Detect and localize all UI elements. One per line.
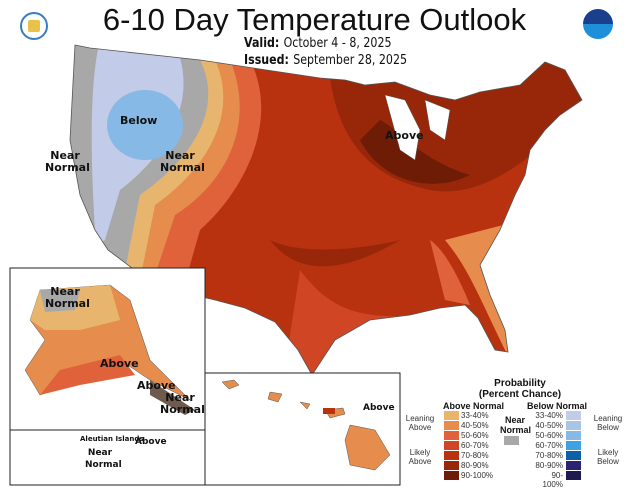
below-swatch (566, 451, 581, 460)
below-swatch (566, 421, 581, 430)
above-range: 90-100% (461, 471, 494, 480)
below-swatch (566, 431, 581, 440)
above-range: 40-50% (461, 421, 489, 430)
label-aleutian-near-normal: Near Normal (85, 448, 122, 470)
above-swatch (444, 451, 459, 460)
label-ak-near-normal-2: Near Normal (160, 391, 205, 416)
below-swatch (566, 471, 581, 480)
above-swatch (444, 471, 459, 480)
hawaii-islands (221, 379, 391, 471)
page-title: 6-10 Day Temperature Outlook (102, 2, 527, 37)
below-range: 60-70% (535, 441, 563, 450)
above-swatch (444, 461, 459, 470)
above-range: 50-60% (461, 431, 489, 440)
above-range: 33-40% (461, 411, 489, 420)
label-aleutian-above: Above (135, 437, 167, 447)
valid-dates: Valid: October 4 - 8, 2025 (244, 36, 392, 51)
above-range: 60-70% (461, 441, 489, 450)
label-below: Below (120, 114, 158, 127)
above-range: 70-80% (461, 451, 489, 460)
label-near-normal-mid: Near Normal (160, 149, 205, 174)
label-aleutian-title: Aleutian Islands (80, 435, 144, 443)
below-range: 50-60% (535, 431, 563, 440)
label-ak-above-2: Above (137, 379, 176, 392)
above-swatch (444, 431, 459, 440)
below-range: 90-100% (542, 471, 563, 489)
label-near-normal-west: Near Normal (45, 149, 90, 174)
issued-date: Issued: September 28, 2025 (244, 53, 408, 68)
label-above: Above (385, 129, 424, 142)
doc-seal-logo (20, 12, 48, 40)
below-range: 40-50% (535, 421, 563, 430)
below-swatch (566, 411, 581, 420)
below-range: 70-80% (535, 451, 563, 460)
above-swatch (444, 421, 459, 430)
noaa-logo (583, 9, 613, 39)
below-swatch (566, 461, 581, 470)
below-range: 33-40% (535, 411, 563, 420)
below-range: 80-90% (535, 461, 563, 470)
below-swatch (566, 441, 581, 450)
label-hawaii-above: Above (363, 403, 395, 413)
great-lakes (384, 94, 451, 161)
above-swatch (444, 441, 459, 450)
label-ak-above: Above (100, 357, 139, 370)
conus-outline (69, 44, 583, 376)
label-ak-near-normal: Near Normal (45, 285, 90, 310)
near-normal-swatch (504, 436, 519, 445)
above-swatch (444, 411, 459, 420)
above-range: 80-90% (461, 461, 489, 470)
